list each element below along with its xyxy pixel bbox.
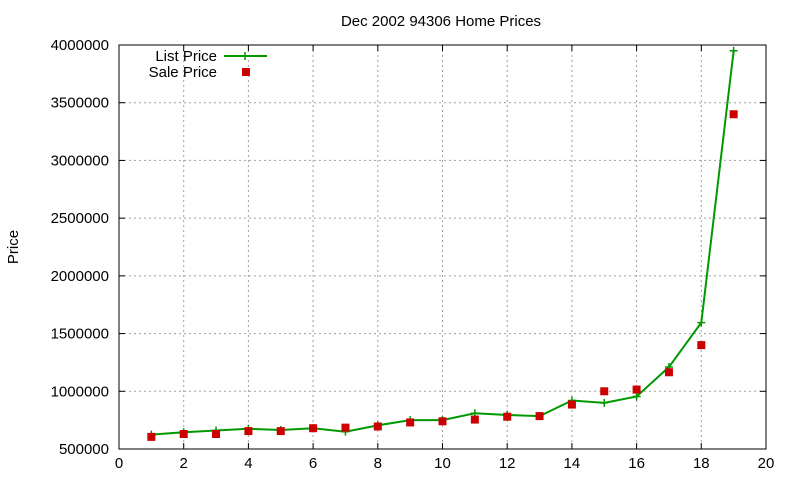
y-axis-label: Price (5, 230, 22, 264)
sale-price-point (503, 412, 512, 421)
y-axis: 500000 1000000 1500000 2000000 2500000 300000… (51, 37, 766, 458)
x-tick-label: 2 (180, 455, 188, 472)
sale-price-point (567, 400, 576, 409)
sale-price-point (147, 432, 156, 441)
legend-label-list-price: List Price (155, 48, 217, 65)
x-tick-label: 8 (374, 455, 382, 472)
legend-marker-list-price (241, 52, 249, 60)
legend-sample-sale-price (242, 68, 250, 76)
y-tick-label: 3500000 (51, 95, 109, 112)
sale-price-point (470, 415, 479, 424)
y-tick-label: 1000000 (51, 383, 109, 400)
legend-label-sale-price: Sale Price (149, 64, 217, 81)
sale-price-point (697, 341, 706, 350)
list-price-point (632, 392, 641, 401)
x-tick-label: 16 (628, 455, 645, 472)
sale-price-point (406, 418, 415, 427)
sale-price-point (179, 429, 188, 438)
sale-price-point (244, 427, 253, 436)
legend-sample-list-price (224, 52, 267, 60)
x-tick-label: 14 (564, 455, 581, 472)
y-tick-label: 4000000 (51, 37, 109, 54)
list-price-point (600, 398, 609, 407)
grid (119, 45, 766, 449)
x-tick-label: 10 (434, 455, 451, 472)
sale-price-point (438, 417, 447, 426)
sale-price-point (212, 429, 221, 438)
sale-price-point (373, 422, 382, 431)
list-price-point (729, 46, 738, 55)
y-tick-label: 1500000 (51, 326, 109, 343)
x-tick-label: 4 (244, 455, 252, 472)
sale-price-point (729, 110, 738, 119)
x-axis: 0 2 4 6 8 10 12 14 16 18 20 (115, 45, 775, 472)
sale-price-point (664, 368, 673, 377)
sale-price-point (600, 387, 609, 396)
series-layer (147, 46, 738, 441)
y-tick-label: 3000000 (51, 152, 109, 169)
legend-marker-sale-price (242, 68, 250, 76)
x-tick-label: 12 (499, 455, 516, 472)
x-tick-label: 18 (693, 455, 710, 472)
sale-price-point (341, 423, 350, 432)
x-tick-label: 20 (758, 455, 775, 472)
chart-title: Dec 2002 94306 Home Prices (341, 13, 541, 30)
x-tick-label: 6 (309, 455, 317, 472)
x-tick-label: 0 (115, 455, 123, 472)
list-price-point (697, 318, 706, 327)
sale-price-point (535, 412, 544, 421)
sale-price-point (309, 424, 318, 433)
sale-price-point (276, 427, 285, 436)
y-tick-label: 500000 (59, 441, 109, 458)
y-tick-label: 2500000 (51, 210, 109, 227)
legend: List Price Sale Price (149, 48, 267, 81)
sale-price-point (632, 385, 641, 394)
y-tick-label: 2000000 (51, 268, 109, 285)
